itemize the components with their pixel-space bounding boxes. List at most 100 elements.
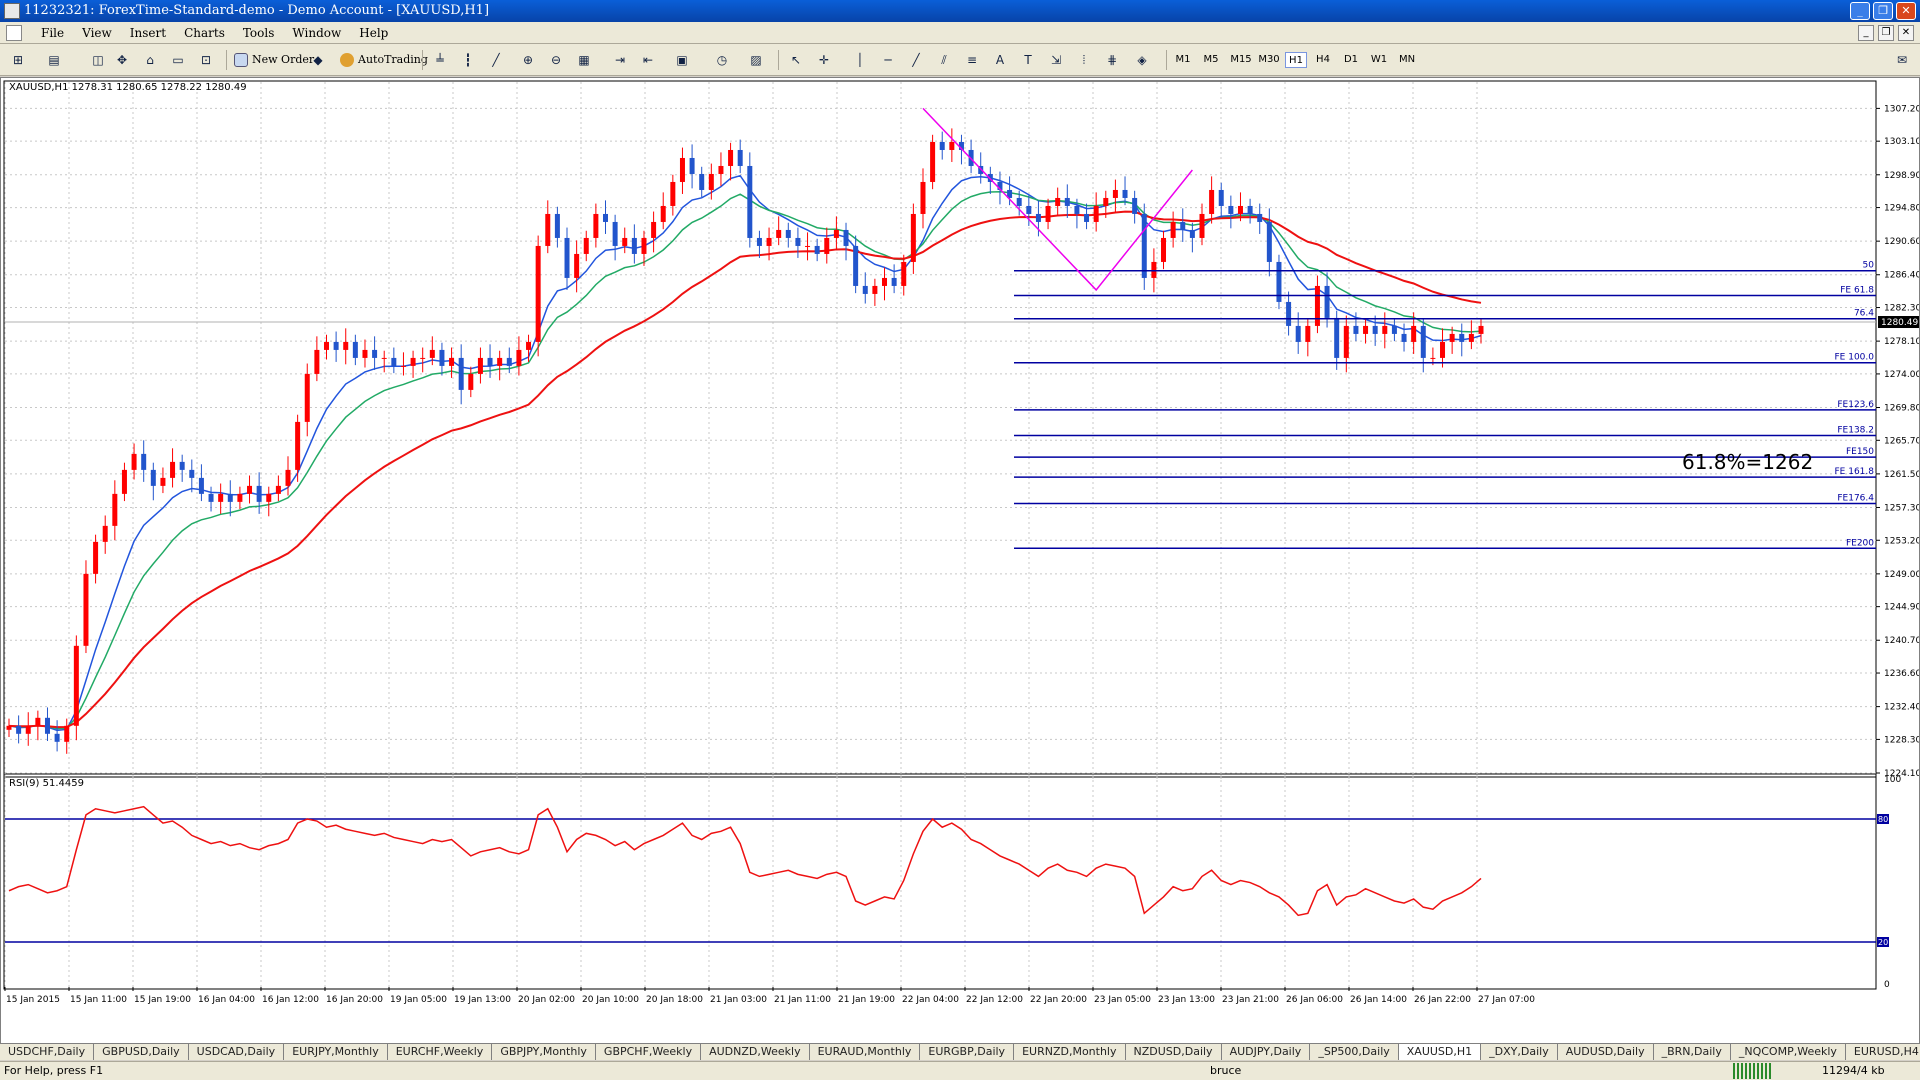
vertical-line-icon[interactable]: │ bbox=[856, 53, 864, 67]
new-chart-icon[interactable]: ⊞ bbox=[12, 53, 24, 67]
text-label-icon[interactable]: T bbox=[1024, 53, 1032, 67]
menu-insert[interactable]: Insert bbox=[129, 25, 167, 40]
chart-tab[interactable]: _BRN,Daily bbox=[1654, 1044, 1731, 1060]
chart-tab[interactable]: _NQCOMP,Weekly bbox=[1731, 1044, 1846, 1060]
candle-body bbox=[1295, 325, 1301, 342]
chart-tab[interactable]: AUDJPY,Daily bbox=[1222, 1044, 1311, 1060]
strategy-tester-icon[interactable]: ⊡ bbox=[200, 53, 212, 67]
maximize-button[interactable]: ❐ bbox=[1873, 2, 1893, 20]
fibonacci-icon[interactable]: ≡ bbox=[966, 53, 978, 67]
chart-tab[interactable]: AUDNZD,Weekly bbox=[701, 1044, 810, 1060]
menu-file[interactable]: File bbox=[41, 25, 65, 40]
chart-tab[interactable]: _DXY,Daily bbox=[1481, 1044, 1558, 1060]
objects-dropdown-icon[interactable]: ◈ bbox=[1137, 53, 1147, 67]
mdi-restore-icon[interactable]: ❐ bbox=[1878, 25, 1894, 41]
chart-tab[interactable]: GBPJPY,Monthly bbox=[492, 1044, 596, 1060]
chart-tab[interactable]: GBPCHF,Weekly bbox=[596, 1044, 702, 1060]
candle-body bbox=[170, 461, 176, 478]
mdi-minimize-icon[interactable]: _ bbox=[1858, 25, 1874, 41]
candle-body bbox=[660, 205, 666, 222]
terminal-icon[interactable]: ▭ bbox=[172, 53, 184, 67]
autoscroll-icon[interactable]: ⇥ bbox=[614, 53, 626, 67]
timeframe-h1[interactable]: H1 bbox=[1285, 52, 1307, 68]
candle-body bbox=[439, 349, 445, 366]
chart-tab[interactable]: NZDUSD,Daily bbox=[1126, 1044, 1222, 1060]
timeframe-mn[interactable]: MN bbox=[1398, 54, 1416, 65]
menu-view[interactable]: View bbox=[82, 25, 112, 40]
cursor-icon[interactable]: ↖ bbox=[790, 53, 802, 67]
profiles-icon[interactable]: ▤ bbox=[48, 53, 60, 67]
grid-icon[interactable]: ⋕ bbox=[1106, 53, 1118, 67]
candle-body bbox=[747, 165, 753, 238]
candle-body bbox=[131, 453, 137, 470]
horizontal-line-icon[interactable]: ─ bbox=[884, 53, 892, 67]
timeframe-m15[interactable]: M15 bbox=[1230, 54, 1252, 65]
mdi-close-icon[interactable]: ✕ bbox=[1898, 25, 1914, 41]
chart-tab[interactable]: EURAUD,Monthly bbox=[810, 1044, 921, 1060]
price-axis-label: 1278.10 bbox=[1884, 337, 1919, 347]
line-chart-icon[interactable]: ╱ bbox=[492, 53, 500, 67]
chart-tab[interactable]: GBPUSD,Daily bbox=[94, 1044, 189, 1060]
arrows-icon[interactable]: ⇲ bbox=[1050, 53, 1062, 67]
tile-windows-icon[interactable]: ▦ bbox=[578, 53, 590, 67]
candle-body bbox=[73, 645, 79, 726]
candle-body bbox=[1468, 333, 1474, 342]
candle-body bbox=[1045, 205, 1051, 222]
zoom-out-icon[interactable]: ⊖ bbox=[550, 53, 562, 67]
close-button[interactable]: ✕ bbox=[1896, 2, 1916, 20]
timeframe-d1[interactable]: D1 bbox=[1343, 54, 1359, 65]
crosshair-icon[interactable]: ✛ bbox=[818, 53, 830, 67]
trendline-icon[interactable]: ╱ bbox=[912, 53, 920, 67]
price-axis-label: 1244.90 bbox=[1884, 603, 1919, 613]
candle-body bbox=[295, 421, 301, 470]
chart-window[interactable]: 50 FE 61.8 76.4 FE 100.0 FE123.6 FE138.2 FE150… bbox=[0, 77, 1920, 1044]
menu-tools[interactable]: Tools bbox=[242, 25, 275, 40]
chart-tab[interactable]: EURGBP,Daily bbox=[920, 1044, 1015, 1060]
text-icon[interactable]: A bbox=[995, 53, 1005, 67]
menu-help[interactable]: Help bbox=[359, 25, 389, 40]
bar-chart-icon[interactable]: ╧ bbox=[436, 53, 444, 67]
indicators-icon[interactable]: ▣ bbox=[676, 53, 688, 67]
periods-icon[interactable]: ◷ bbox=[716, 53, 728, 67]
chart-tab[interactable]: EURNZD,Monthly bbox=[1014, 1044, 1126, 1060]
candle-body bbox=[237, 493, 243, 502]
menu-window[interactable]: Window bbox=[292, 25, 342, 40]
timeframe-m1[interactable]: M1 bbox=[1175, 54, 1191, 65]
window-titlebar: 11232321: ForexTime-Standard-demo - Demo… bbox=[0, 0, 1920, 22]
chart-tab[interactable]: XAUUSD,H1 bbox=[1398, 1044, 1482, 1060]
chart-tab[interactable]: USDCHF,Daily bbox=[0, 1044, 95, 1060]
period-separators-icon[interactable]: ⦙ bbox=[1082, 53, 1086, 67]
autotrading-button[interactable]: AutoTrading bbox=[338, 50, 428, 70]
metaeditor-icon[interactable]: ◆ bbox=[313, 53, 323, 67]
community-icon[interactable]: ✉ bbox=[1896, 53, 1908, 67]
candle-body bbox=[83, 573, 89, 646]
menu-charts[interactable]: Charts bbox=[184, 25, 225, 40]
fib-level-label: FE200 bbox=[1846, 538, 1874, 548]
candlestick-icon[interactable]: ┇ bbox=[464, 53, 472, 67]
candle-body bbox=[372, 349, 378, 358]
time-axis-label: 22 Jan 20:00 bbox=[1030, 995, 1087, 1005]
chart-tab[interactable]: AUDUSD,Daily bbox=[1558, 1044, 1654, 1060]
chart-tab[interactable]: USDCAD,Daily bbox=[189, 1044, 285, 1060]
timeframe-w1[interactable]: W1 bbox=[1370, 54, 1388, 65]
new-order-button[interactable]: New Order bbox=[232, 50, 314, 70]
chart-tab[interactable]: _SP500,Daily bbox=[1310, 1044, 1399, 1060]
chart-tab[interactable]: EURCHF,Weekly bbox=[388, 1044, 493, 1060]
navigator-icon[interactable]: ⌂ bbox=[146, 53, 154, 67]
market-watch-icon[interactable]: ◫ bbox=[92, 53, 104, 67]
timeframe-m30[interactable]: M30 bbox=[1258, 54, 1280, 65]
chart-tab[interactable]: EURUSD,H4 bbox=[1846, 1044, 1920, 1060]
data-window-icon[interactable]: ✥ bbox=[116, 53, 128, 67]
minimize-button[interactable]: _ bbox=[1850, 2, 1870, 20]
app-icon bbox=[4, 3, 20, 19]
chart-shift-icon[interactable]: ⇤ bbox=[642, 53, 654, 67]
chart-tab[interactable]: EURJPY,Monthly bbox=[284, 1044, 388, 1060]
timeframe-m5[interactable]: M5 bbox=[1203, 54, 1219, 65]
candle-body bbox=[1170, 221, 1176, 238]
zoom-in-icon[interactable]: ⊕ bbox=[522, 53, 534, 67]
equidistant-channel-icon[interactable]: ⫽ bbox=[941, 53, 947, 67]
price-chart[interactable]: 50 FE 61.8 76.4 FE 100.0 FE123.6 FE138.2 FE150… bbox=[1, 78, 1920, 1043]
templates-icon[interactable]: ▨ bbox=[750, 53, 762, 67]
timeframe-h4[interactable]: H4 bbox=[1316, 54, 1330, 65]
candle-body bbox=[1180, 221, 1186, 230]
